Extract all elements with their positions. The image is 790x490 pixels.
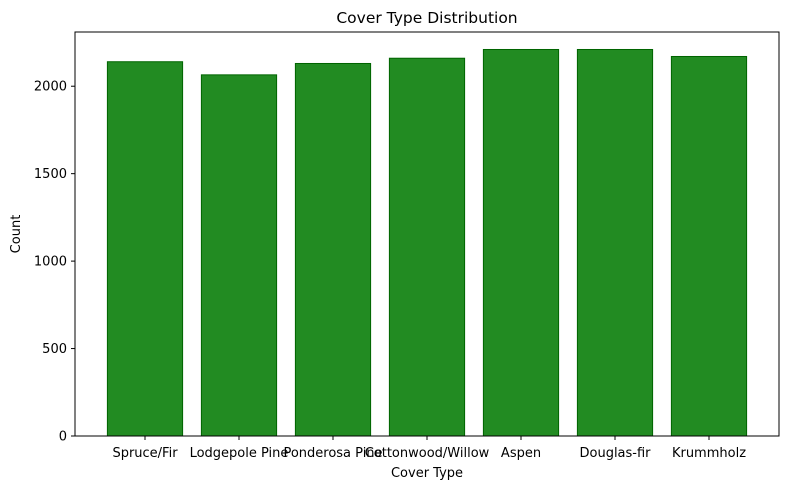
x-axis-label: Cover Type [391,466,463,481]
y-tick-label: 0 [59,430,67,445]
bar-krummholz [670,55,748,437]
bar-ponderosa-pine [294,62,372,437]
y-tick-label: 500 [42,342,67,357]
y-tick-label: 1500 [34,167,67,182]
plot-frame [74,31,780,437]
y-axis-label: Count [9,215,24,254]
x-tick-label: Lodgepole Pine [190,446,289,461]
bar-aspen [482,48,560,437]
x-tick-label: Douglas-fir [579,446,651,461]
x-tick-label: Krummholz [672,446,746,461]
y-tick-label: 1000 [34,255,67,270]
x-tick-label: Cottonwood/Willow [365,446,490,461]
x-tick-label: Ponderosa Pine [283,446,382,461]
bar-cottonwood-willow [388,57,466,437]
chart-title: Cover Type Distribution [336,9,517,27]
x-tick-label: Spruce/Fir [112,446,178,461]
y-ticks: 0 500 1000 1500 2000 [34,80,75,445]
bar-spruce-fir [106,61,184,437]
bar-lodgepole-pine [200,74,278,437]
bar-douglas-fir [576,48,654,437]
bars-group [106,48,748,437]
y-tick-label: 2000 [34,80,67,95]
x-tick-label: Aspen [501,446,541,461]
